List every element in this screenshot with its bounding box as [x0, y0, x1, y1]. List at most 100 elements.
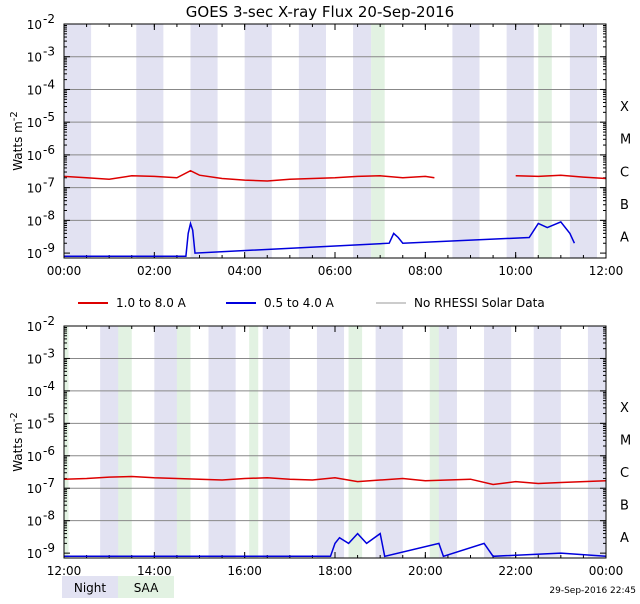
y-tick-label: 10	[27, 182, 42, 196]
y-tick-exponent: -3	[43, 346, 55, 360]
x-tick-label: 22:00	[498, 564, 533, 578]
y-tick-label: 10	[27, 417, 42, 431]
x-tick-label: 00:00	[47, 264, 82, 278]
y-tick-label: 10	[27, 214, 42, 228]
legend-label: No RHESSI Solar Data	[414, 296, 545, 310]
night-band	[190, 24, 218, 258]
y-tick-label: 10	[27, 247, 42, 261]
flare-class-label: C	[620, 165, 629, 180]
night-band	[506, 24, 534, 258]
y-tick-exponent: -6	[43, 143, 55, 157]
y-tick-label: 10	[27, 149, 42, 163]
y-tick-label: 10	[27, 385, 42, 399]
x-tick-label: 02:00	[137, 264, 172, 278]
plot-frame	[63, 23, 607, 259]
plot-frame	[63, 325, 607, 559]
y-tick-exponent: -6	[43, 444, 55, 458]
night-band	[136, 24, 164, 258]
series-line-0-5-to-4-0-a	[64, 532, 607, 558]
flare-class-label: M	[620, 133, 631, 148]
flare-class-label: C	[620, 466, 629, 481]
saa-band	[538, 24, 552, 258]
band-swatch	[62, 576, 118, 598]
night-band	[587, 326, 606, 558]
y-tick-exponent: -9	[43, 541, 55, 555]
night-band	[484, 326, 512, 558]
y-tick-label: 10	[27, 51, 42, 65]
y-tick-exponent: -2	[43, 314, 55, 328]
series-line-1-0-to-8-0-a-after-gap	[515, 174, 607, 180]
night-band	[569, 24, 597, 258]
band-label: Night	[74, 581, 107, 595]
x-tick-label: 00:00	[589, 564, 624, 578]
y-tick-label: 10	[27, 116, 42, 130]
x-tick-label: 16:00	[227, 564, 262, 578]
night-band	[298, 24, 326, 258]
night-band	[353, 24, 372, 258]
y-tick-exponent: -7	[43, 176, 55, 190]
y-tick-label: 10	[27, 320, 42, 334]
y-tick-label: 10	[27, 18, 42, 32]
saa-band	[429, 326, 439, 558]
y-axis-label: Watts m-2	[9, 412, 25, 472]
saa-band	[348, 326, 363, 558]
y-tick-label: 10	[27, 547, 42, 561]
night-band	[316, 326, 345, 558]
y-tick-exponent: -8	[43, 208, 55, 222]
y-tick-exponent: -8	[43, 509, 55, 523]
saa-band	[118, 326, 132, 558]
x-tick-label: 18:00	[318, 564, 353, 578]
y-tick-exponent: -4	[43, 77, 55, 91]
y-tick-label: 10	[27, 450, 42, 464]
saa-band	[371, 24, 385, 258]
chart-title: GOES 3-sec X-ray Flux 20-Sep-2016	[186, 3, 454, 21]
y-tick-label: 10	[27, 482, 42, 496]
y-tick-label: 10	[27, 515, 42, 529]
series-line-0-5-to-4-0-a	[64, 220, 576, 258]
y-tick-exponent: -5	[43, 411, 55, 425]
band-legend: Night SAA	[62, 576, 174, 598]
night-band	[375, 326, 403, 558]
y-tick-exponent: -2	[43, 12, 55, 26]
band-swatch	[118, 576, 174, 598]
series-line-1-0-to-8-0-a	[63, 169, 435, 182]
flare-class-label: X	[620, 100, 629, 115]
x-tick-label: 06:00	[318, 264, 353, 278]
footer-timestamp: 29-Sep-2016 22:45	[549, 586, 636, 596]
flare-class-label: B	[620, 498, 629, 513]
flare-class-label: A	[620, 531, 629, 546]
night-band	[64, 24, 92, 258]
y-tick-exponent: -3	[43, 45, 55, 59]
flare-class-label: A	[620, 231, 629, 246]
x-tick-label: 14:00	[137, 564, 172, 578]
night-band	[262, 326, 290, 558]
flare-class-label: M	[620, 434, 631, 449]
x-tick-label: 12:00	[589, 264, 624, 278]
y-tick-label: 10	[27, 83, 42, 97]
y-tick-label: 10	[27, 352, 42, 366]
x-tick-label: 04:00	[227, 264, 262, 278]
x-tick-label: 12:00	[47, 564, 82, 578]
x-tick-label: 08:00	[408, 264, 443, 278]
y-tick-exponent: -4	[43, 379, 55, 393]
bottom-panel: 10-910-810-710-610-510-410-310 -2ABCMX12:…	[9, 314, 631, 578]
night-band	[452, 24, 480, 258]
night-band	[533, 326, 561, 558]
legend-label: 1.0 to 8.0 A	[116, 296, 187, 310]
saa-band	[176, 326, 191, 558]
x-tick-label: 10:00	[498, 264, 533, 278]
band-label: SAA	[134, 581, 159, 595]
saa-band	[249, 326, 259, 558]
flare-class-label: X	[620, 401, 629, 416]
y-axis-label: Watts m-2	[9, 111, 25, 171]
y-tick-exponent: -5	[43, 110, 55, 124]
night-band	[208, 326, 236, 558]
top-panel: 10-910-810-710-610-510-410-310 -2ABCMX00:…	[9, 12, 631, 278]
legend-label: 0.5 to 4.0 A	[264, 296, 335, 310]
flare-class-label: B	[620, 198, 629, 213]
saa-band	[64, 326, 69, 558]
series-line-1-0-to-8-0-a	[63, 475, 607, 486]
legend: 1.0 to 8.0 A 0.5 to 4.0 A No RHESSI Solar …	[78, 296, 545, 310]
